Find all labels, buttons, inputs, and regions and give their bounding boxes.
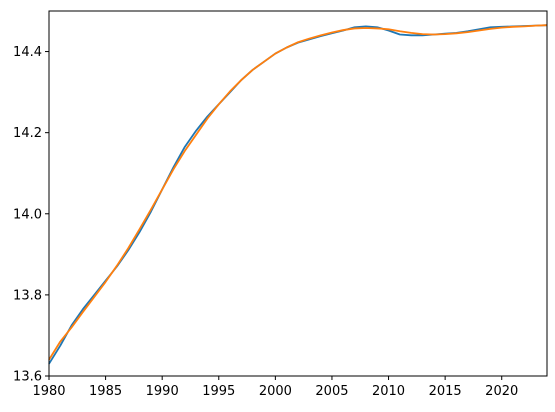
x-tick-label: 2000 — [259, 384, 292, 399]
x-tick-label: 2020 — [485, 384, 518, 399]
x-tick-label: 1990 — [146, 384, 179, 399]
plot-background — [49, 11, 547, 376]
x-tick-label: 1980 — [32, 384, 65, 399]
y-axis: 13.6 13.8 14.0 14.2 14.4 — [13, 45, 49, 385]
x-axis: 1980 1985 1990 1995 2000 2005 2010 2015 2020 — [32, 376, 518, 399]
y-tick-label: 14.4 — [13, 45, 42, 60]
x-tick-label: 2015 — [429, 384, 462, 399]
x-tick-label: 1985 — [89, 384, 122, 399]
x-tick-label: 2005 — [315, 384, 348, 399]
x-tick-label: 2010 — [372, 384, 405, 399]
y-tick-label: 14.2 — [13, 126, 42, 141]
x-tick-label: 1995 — [202, 384, 235, 399]
axes-frame — [48, 10, 548, 377]
y-tick-label: 13.8 — [13, 288, 42, 303]
y-tick-label: 14.0 — [13, 207, 42, 222]
y-tick-label: 13.6 — [13, 370, 42, 385]
series-layer — [48, 24, 548, 365]
series-line-2 — [48, 24, 548, 361]
